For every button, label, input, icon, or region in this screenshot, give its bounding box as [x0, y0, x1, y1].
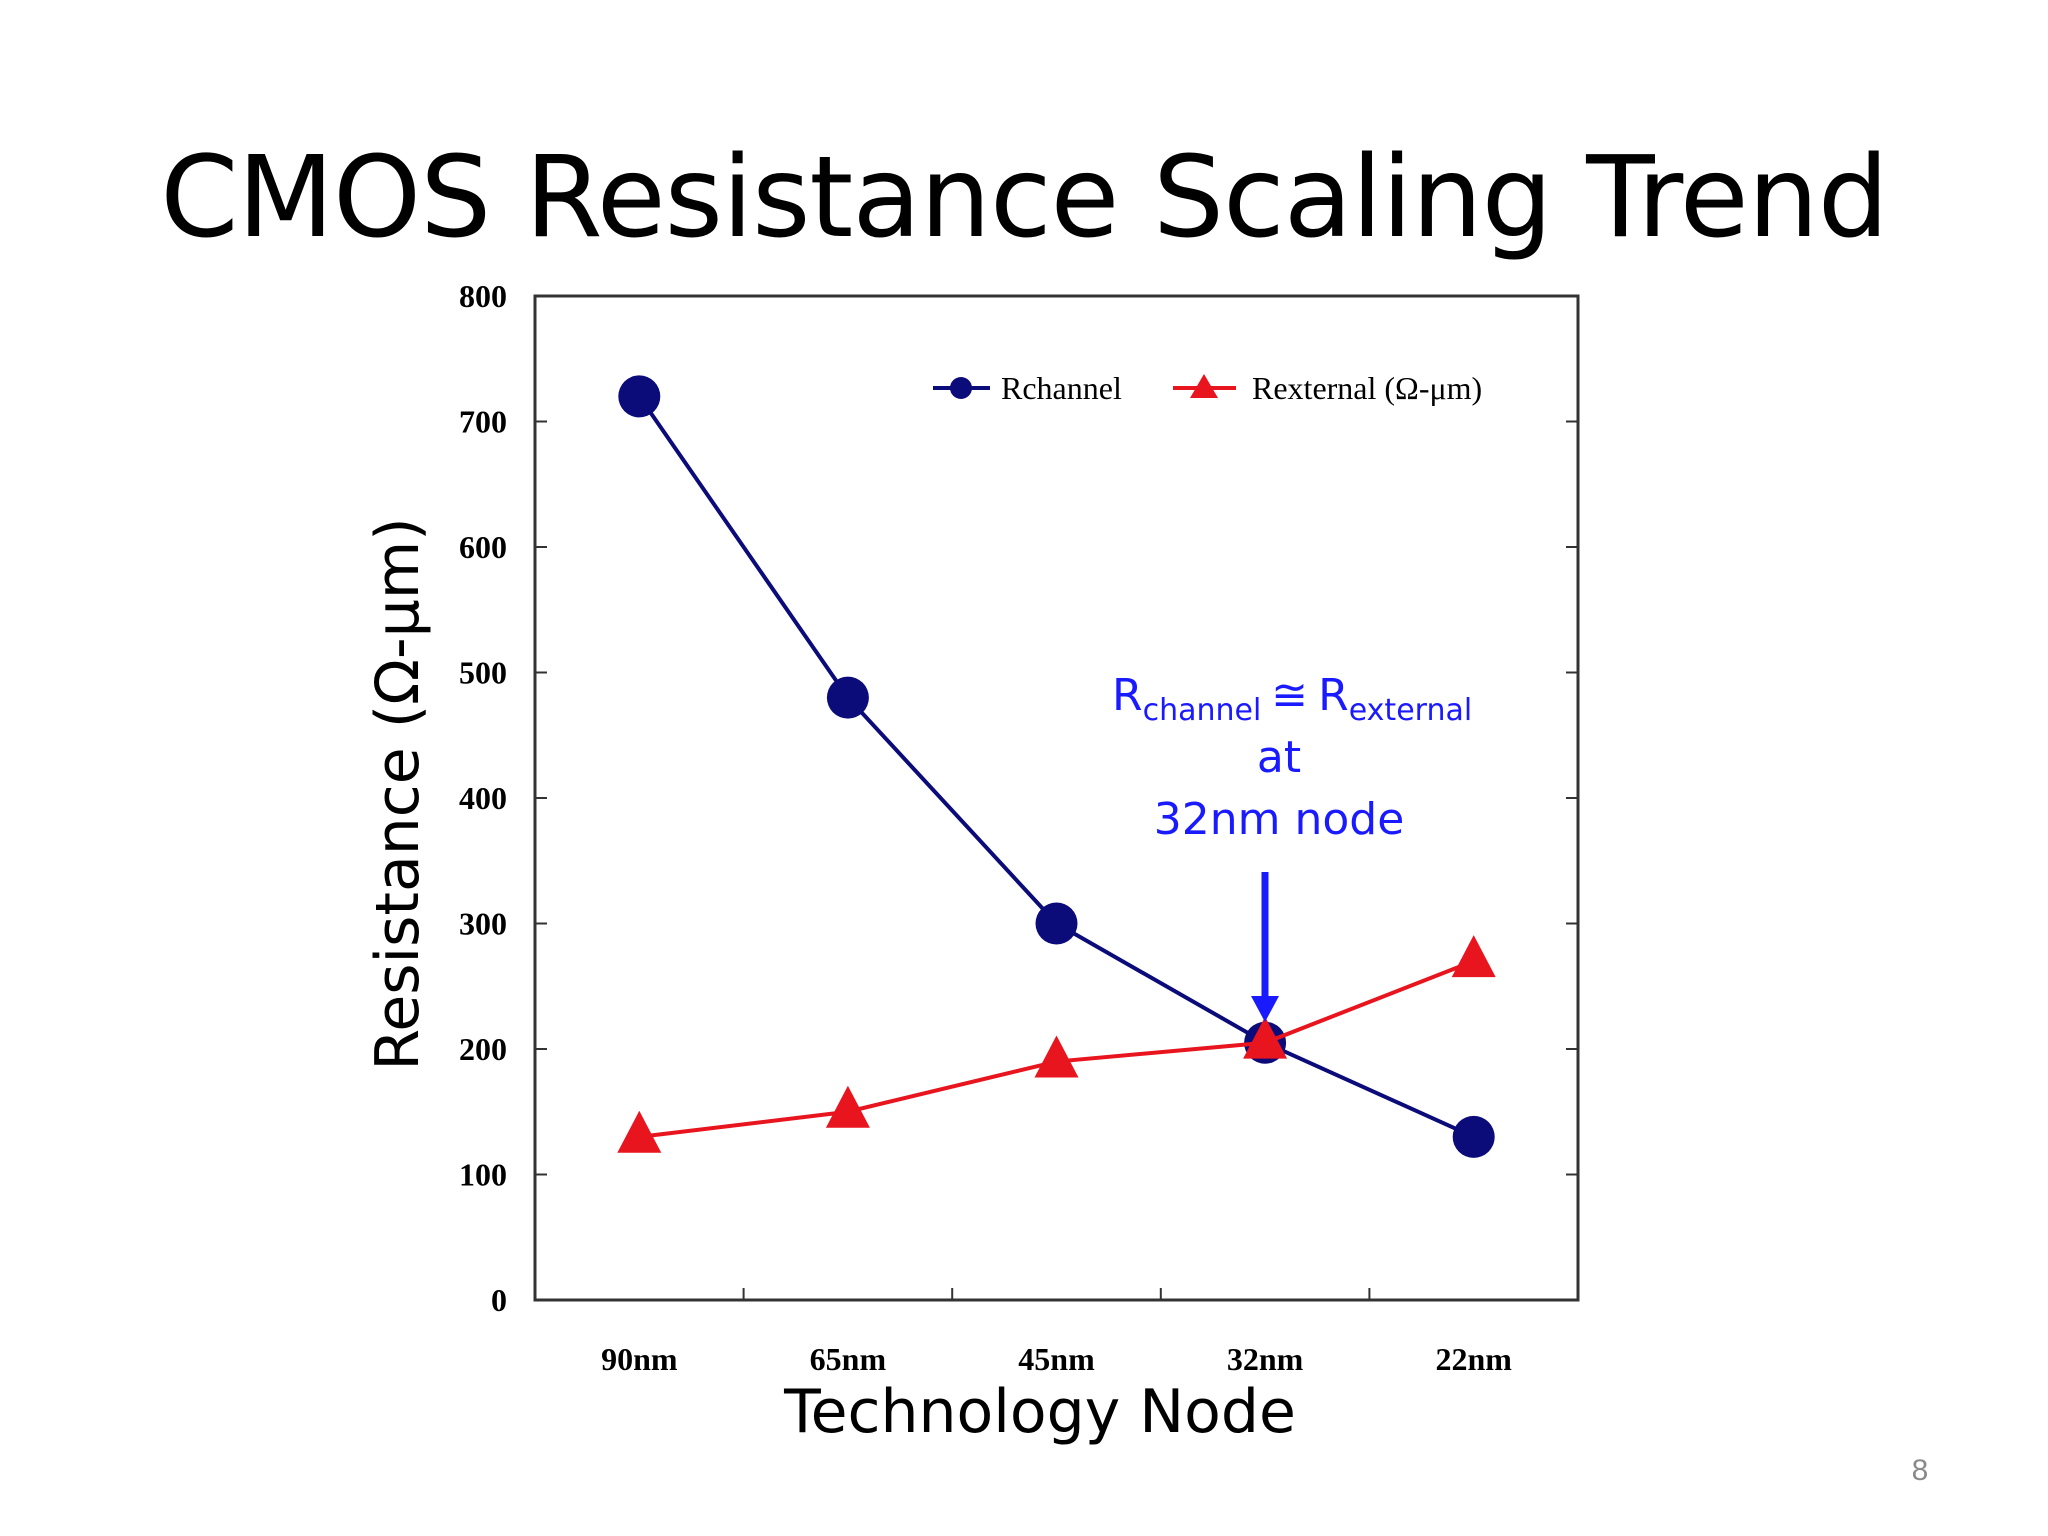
page-number: 8 [1911, 1454, 1929, 1487]
y-tick-label: 500 [459, 655, 507, 691]
data-point-rexternal-m [617, 1110, 662, 1153]
slide-title: CMOS Resistance Scaling Trend [160, 133, 1889, 263]
legend-label-rchannel: Rchannel [1001, 370, 1122, 406]
data-point-rexternal-m [1034, 1035, 1079, 1078]
y-tick-label: 200 [459, 1031, 507, 1067]
y-tick-label: 700 [459, 404, 507, 440]
y-axis: 0 100 200 300 400 500 600 700 800 [459, 278, 1578, 1318]
legend-marker-rexternal [1190, 374, 1218, 398]
data-point-rexternal-m [1451, 935, 1496, 978]
y-axis-title: Resistance (Ω-μm) [363, 517, 433, 1070]
x-tick-label: 65nm [810, 1341, 887, 1377]
series-line-rchannel [637, 395, 1475, 1139]
x-tick-label: 90nm [601, 1341, 678, 1377]
x-tick-label: 22nm [1435, 1341, 1512, 1377]
data-point-rchannel [1035, 902, 1078, 945]
annotation-line-3: 32nm node [1154, 794, 1405, 845]
plot-frame [533, 294, 1580, 1302]
x-axis: 90nm 65nm 45nm 32nm 22nm [601, 1288, 1512, 1377]
annotation-r-external: R [1318, 670, 1349, 721]
x-axis-title: Technology Node [783, 1377, 1296, 1447]
annotation-r-channel: R [1112, 670, 1143, 721]
data-point-rchannel [618, 375, 661, 418]
legend: Rchannel Rexternal (Ω-μm) [933, 370, 1482, 406]
data-point-rexternal-m [825, 1085, 870, 1128]
annotation: Rchannel ≅ Rexternal at 32nm node [1112, 670, 1472, 1022]
y-tick-label: 400 [459, 780, 507, 816]
annotation-arrow-head [1251, 996, 1279, 1022]
legend-label-rexternal: Rexternal (Ω-μm) [1252, 370, 1482, 406]
data-point-rexternal-m [1243, 1016, 1288, 1059]
y-tick-label: 600 [459, 529, 507, 565]
series-layer [617, 375, 1496, 1158]
y-tick-label: 300 [459, 906, 507, 942]
x-tick-label: 32nm [1227, 1341, 1304, 1377]
annotation-sub-channel: channel [1143, 693, 1262, 728]
y-tick-label: 0 [491, 1282, 507, 1318]
annotation-line-2: at [1257, 732, 1301, 783]
annotation-sub-external: external [1349, 693, 1472, 728]
legend-marker-rchannel [950, 377, 972, 399]
y-tick-label: 100 [459, 1157, 507, 1193]
annotation-approx-symbol: ≅ [1271, 670, 1308, 721]
data-point-rchannel [826, 676, 869, 719]
data-point-rchannel [1452, 1115, 1495, 1158]
annotation-line-1: Rchannel ≅ Rexternal [1112, 670, 1472, 728]
y-tick-label: 800 [459, 278, 507, 314]
x-tick-label: 45nm [1018, 1341, 1095, 1377]
